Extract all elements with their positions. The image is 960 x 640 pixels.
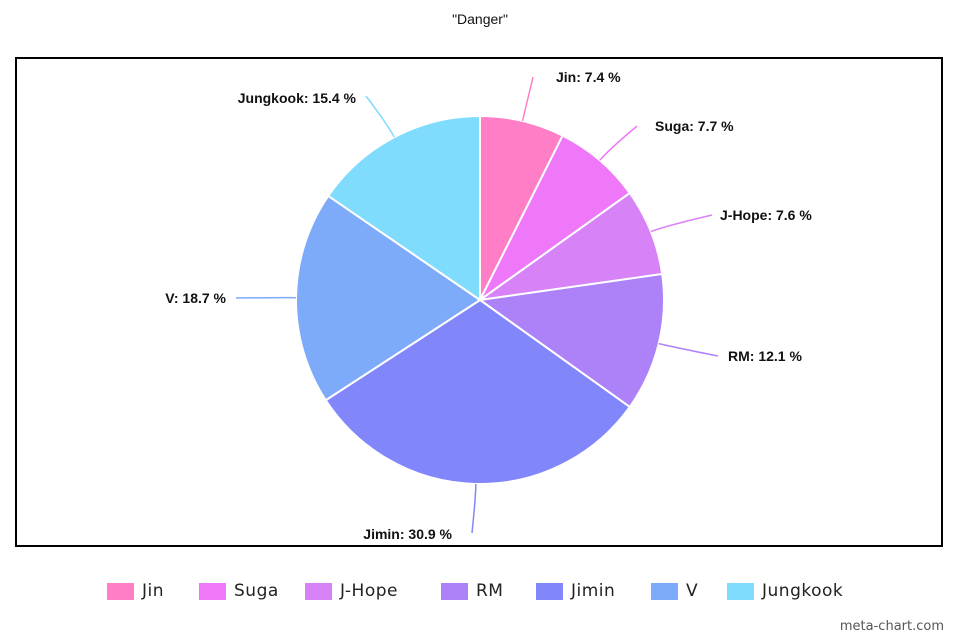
legend-item-jin[interactable]: Jin [107, 576, 164, 606]
legend-swatch [536, 582, 563, 600]
legend-item-v[interactable]: V [651, 576, 698, 606]
plot-frame [15, 57, 943, 547]
legend-label: Jin [142, 581, 165, 601]
leader-line-j-hope [650, 214, 713, 233]
legend-swatch [199, 582, 226, 600]
leader-line-jimin [471, 483, 477, 534]
leader-line-rm [658, 342, 719, 357]
slice-label-rm: RM: 12.1 % [728, 348, 802, 364]
legend-label: V [686, 581, 699, 601]
legend-item-suga[interactable]: Suga [199, 576, 279, 606]
slice-label-v: V: 18.7 % [165, 290, 226, 306]
leader-line-jin [521, 76, 534, 122]
legend-label: Jungkook [762, 581, 844, 601]
slice-label-jimin: Jimin: 30.9 % [363, 526, 452, 542]
legend-swatch [305, 582, 332, 600]
slice-label-jungkook: Jungkook: 15.4 % [238, 90, 357, 106]
legend-item-rm[interactable]: RM [441, 576, 503, 606]
slice-label-j-hope: J-Hope: 7.6 % [720, 207, 812, 223]
slice-label-suga: Suga: 7.7 % [655, 118, 734, 134]
pie-slice-v[interactable] [295, 194, 482, 402]
legend: Jin Suga J-Hope RM Jimin V Jungkook [0, 576, 960, 606]
leader-line-jungkook [365, 95, 395, 138]
pie-slice-rm[interactable] [477, 272, 665, 409]
chart-title: "Danger" [452, 11, 508, 27]
legend-swatch [651, 582, 678, 600]
legend-swatch [441, 582, 468, 600]
slice-label-jin: Jin: 7.4 % [556, 69, 621, 85]
legend-label: Jimin [571, 581, 616, 601]
legend-swatch [727, 582, 754, 600]
legend-item-jungkook[interactable]: Jungkook [727, 576, 843, 606]
legend-item-j-hope[interactable]: J-Hope [305, 576, 398, 606]
legend-label: RM [476, 581, 504, 601]
legend-label: Suga [234, 581, 279, 601]
leader-line-suga [599, 125, 638, 161]
legend-label: J-Hope [340, 581, 398, 601]
pie-slice-jimin[interactable] [324, 298, 632, 485]
legend-swatch [107, 582, 134, 600]
legend-item-jimin[interactable]: Jimin [536, 576, 615, 606]
watermark: meta-chart.com [839, 619, 944, 634]
